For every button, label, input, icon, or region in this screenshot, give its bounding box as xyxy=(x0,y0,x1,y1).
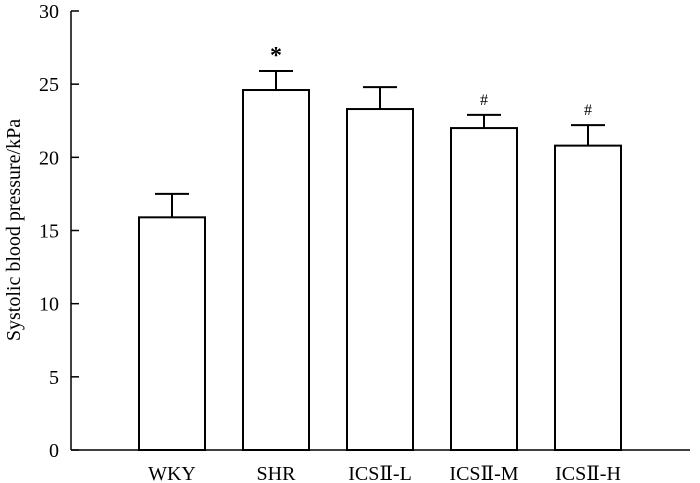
bar-group xyxy=(138,192,206,451)
bar-group: # xyxy=(554,102,622,451)
significance-marker: # xyxy=(584,102,592,119)
y-tick-label: 15 xyxy=(39,221,59,243)
significance-marker: # xyxy=(480,92,488,109)
bar xyxy=(346,108,414,451)
bar-group: * xyxy=(242,43,310,452)
bars: * # # xyxy=(138,43,622,452)
bar-group xyxy=(346,86,414,451)
x-tick-label: ICSⅡ-H xyxy=(555,463,621,483)
x-axis: WKY SHR ICSⅡ-L ICSⅡ-M ICSⅡ-H xyxy=(71,442,690,483)
bar xyxy=(554,144,622,451)
y-tick-label: 25 xyxy=(39,74,59,96)
x-tick-label: ICSⅡ-L xyxy=(348,463,412,483)
y-axis: 0 5 10 15 20 25 30 xyxy=(39,1,79,462)
y-tick-label: 20 xyxy=(39,147,59,169)
x-tick-label: SHR xyxy=(257,463,297,483)
y-tick-label: 30 xyxy=(39,1,59,23)
y-axis-title: Systolic blood pressure/kPa xyxy=(3,119,25,341)
y-tick-label: 0 xyxy=(49,440,59,462)
bar xyxy=(138,216,206,451)
bar xyxy=(242,89,310,452)
x-tick-label: ICSⅡ-M xyxy=(449,463,518,483)
y-tick-label: 10 xyxy=(39,294,59,316)
bar xyxy=(450,127,518,451)
x-tick-label: WKY xyxy=(148,463,196,483)
bar-group: # xyxy=(450,92,518,451)
y-tick-label: 5 xyxy=(49,367,59,389)
significance-marker: * xyxy=(270,43,282,69)
